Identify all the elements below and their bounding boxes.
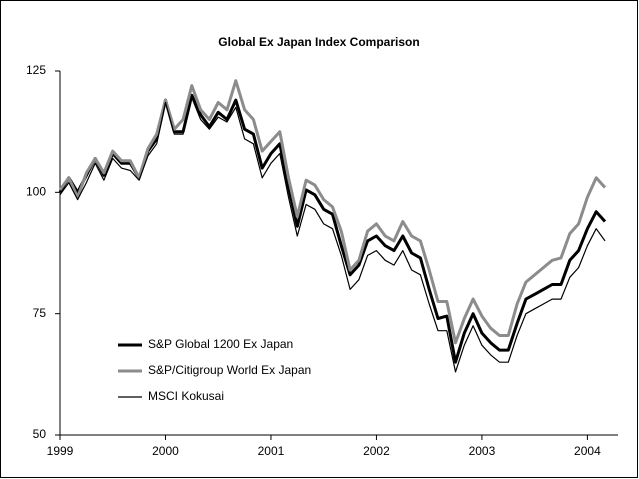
legend-label: S&P/Citigroup World Ex Japan — [148, 363, 311, 377]
x-tick-label: 2003 — [469, 444, 496, 458]
chart-title: Global Ex Japan Index Comparison — [218, 35, 419, 49]
y-tick-label: 125 — [26, 63, 46, 77]
x-tick-label: 1999 — [47, 444, 74, 458]
x-tick-label: 2001 — [258, 444, 285, 458]
y-tick-label: 75 — [33, 306, 47, 320]
series-line — [58, 93, 607, 364]
legend-label: S&P Global 1200 Ex Japan — [148, 337, 293, 351]
series-line — [58, 79, 607, 345]
y-tick-label: 100 — [26, 185, 46, 199]
y-tick-label: 50 — [33, 427, 47, 441]
series-line — [59, 97, 606, 373]
x-tick-label: 2004 — [574, 444, 601, 458]
x-tick-label: 2002 — [363, 444, 390, 458]
legend-label: MSCI Kokusai — [148, 389, 224, 403]
x-tick-label: 2000 — [152, 444, 179, 458]
